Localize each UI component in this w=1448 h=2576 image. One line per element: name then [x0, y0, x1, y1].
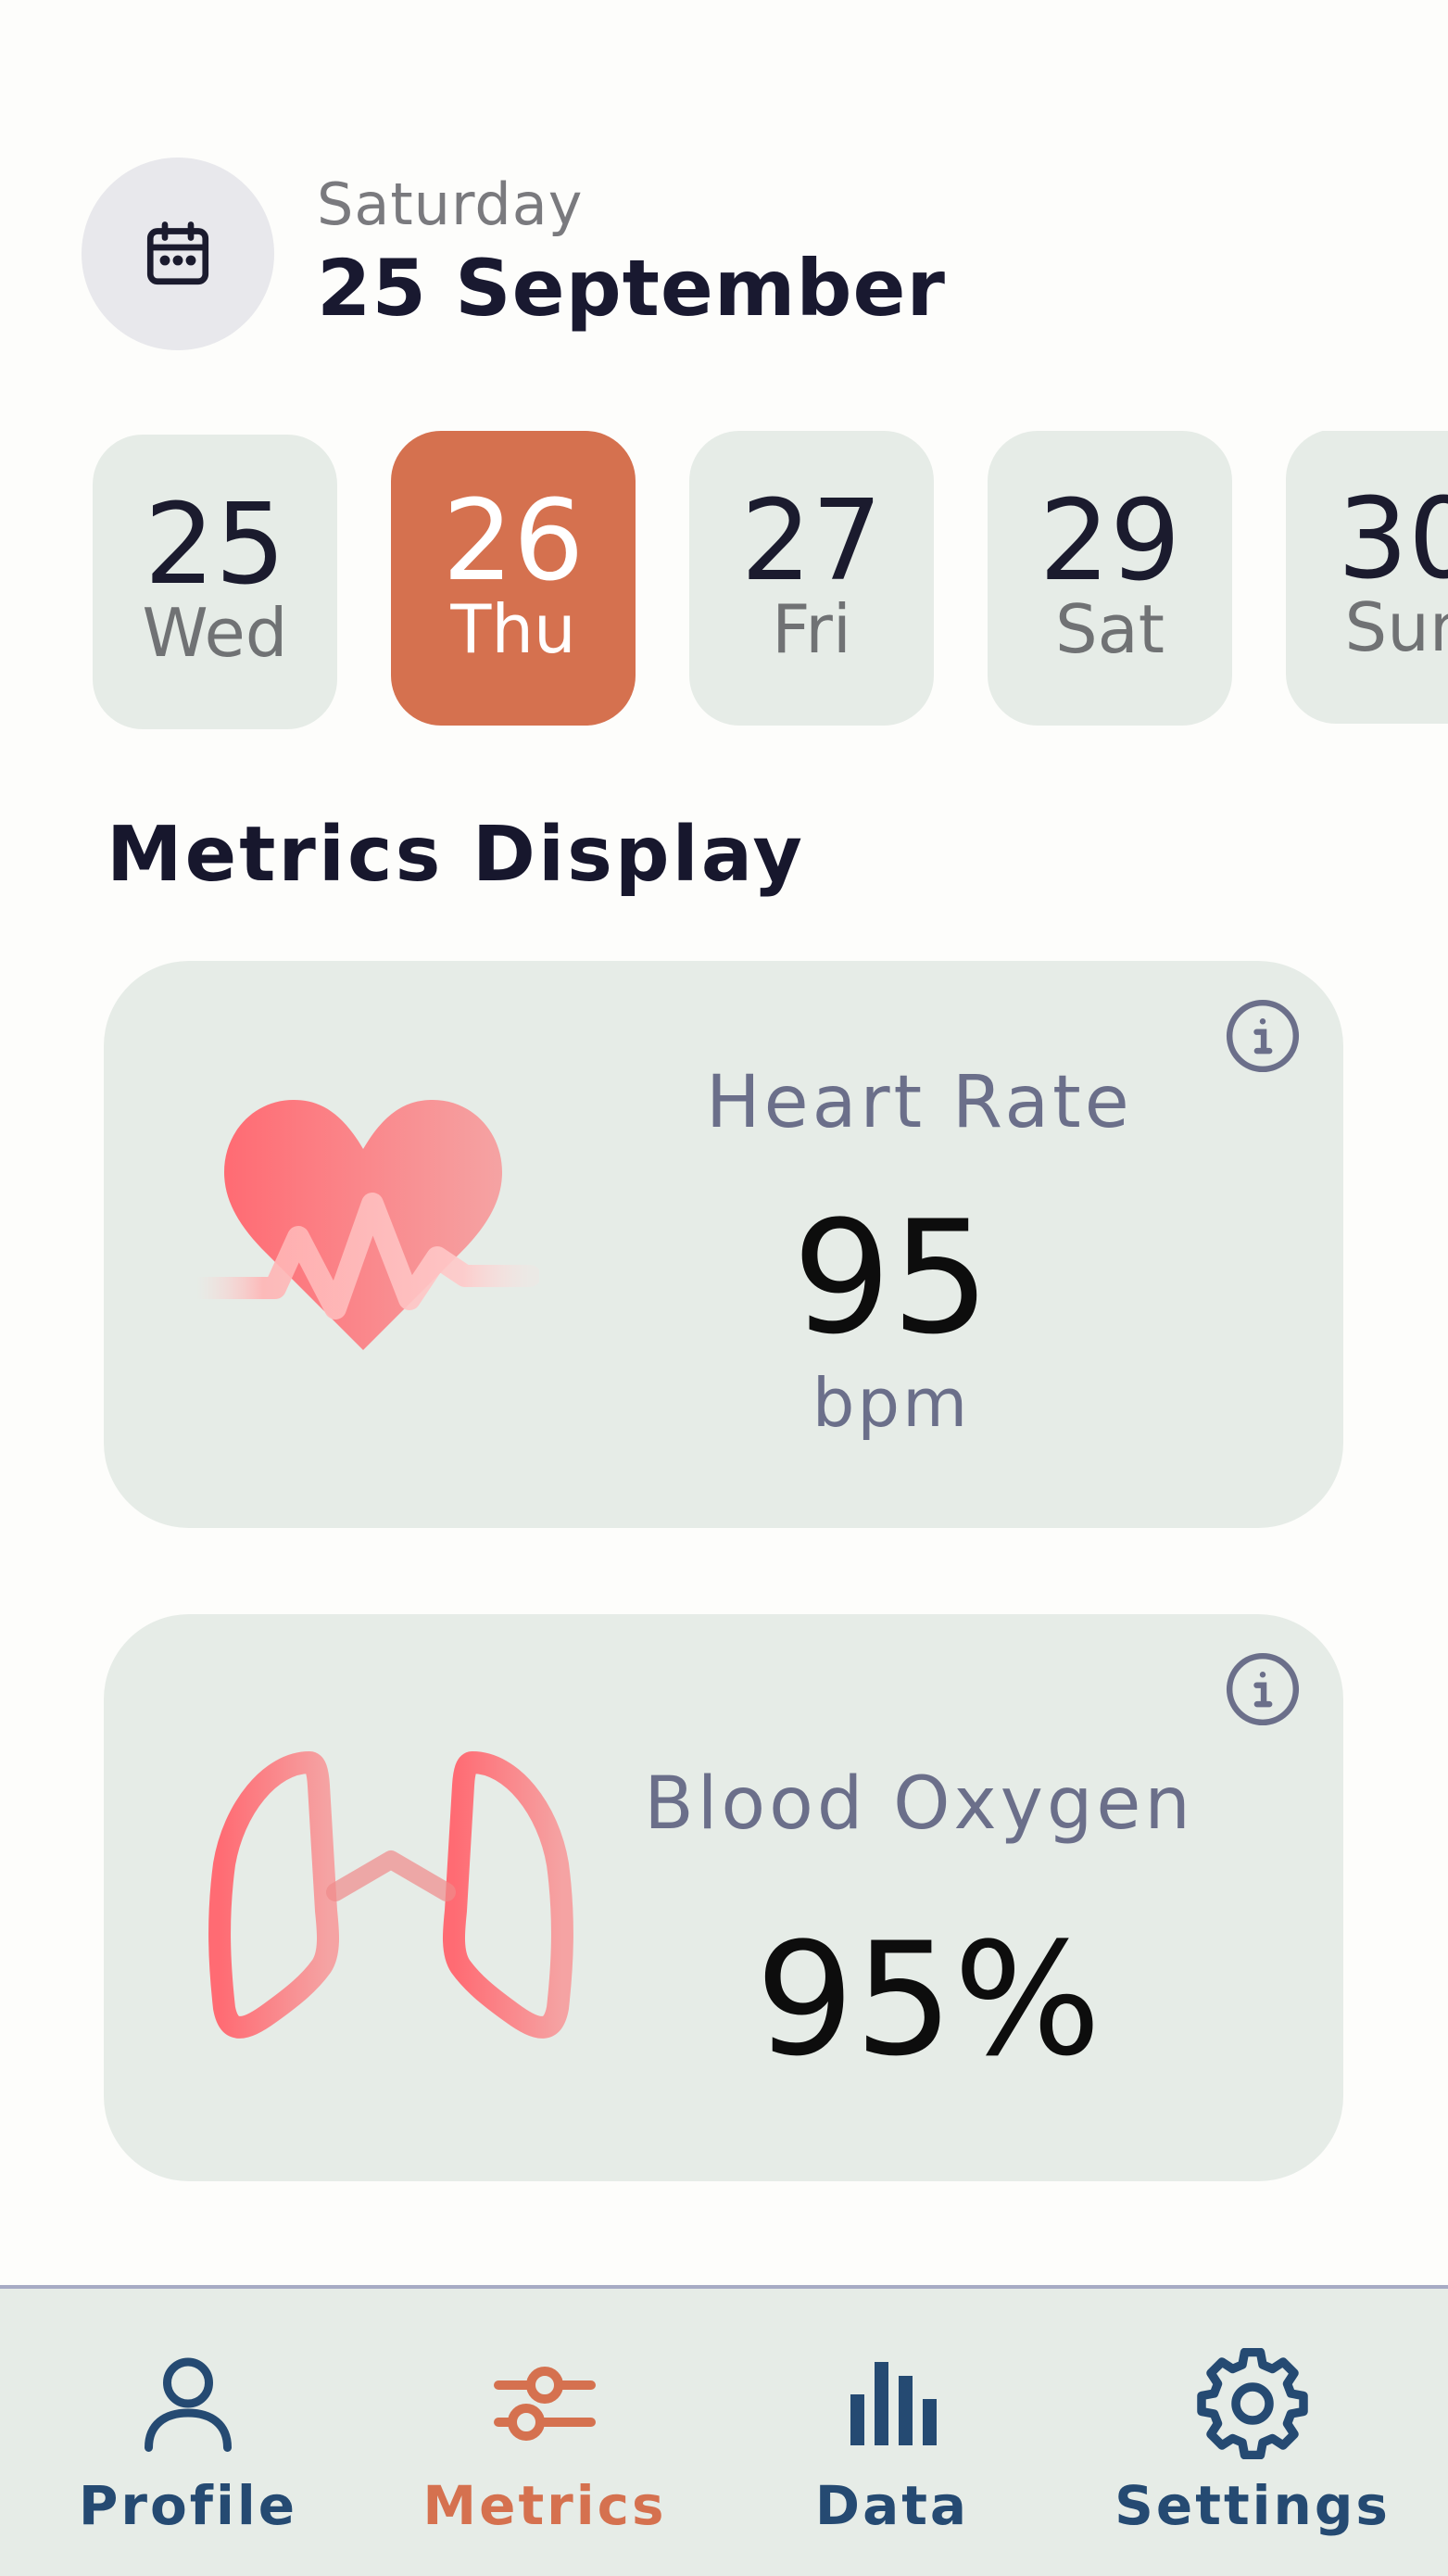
date-chip-weekday: Sun — [1344, 588, 1448, 666]
blood-oxygen-card[interactable]: Blood Oxygen 95% — [104, 1614, 1343, 2181]
date-chip-weekday: Thu — [450, 590, 576, 668]
heart-pulse-icon — [187, 1100, 539, 1350]
date-header: Saturday 25 September — [82, 158, 1193, 352]
date-chip-number: 29 — [1039, 477, 1181, 606]
date-chip-number: 30 — [1337, 475, 1448, 604]
heart-rate-title: Heart Rate — [706, 1061, 1133, 1144]
nav-data[interactable]: Data — [711, 2289, 1073, 2576]
nav-label: Metrics — [422, 2474, 667, 2537]
heart-rate-unit: bpm — [812, 1364, 971, 1442]
date-chip-27[interactable]: 27 Fri — [689, 431, 934, 726]
date-chip-26[interactable]: 26 Thu — [391, 431, 636, 726]
info-icon[interactable] — [1223, 1649, 1303, 1729]
nav-profile[interactable]: Profile — [7, 2289, 369, 2576]
date-chip-number: 26 — [442, 477, 585, 606]
gear-icon — [1197, 2348, 1308, 2459]
date-chip-weekday: Wed — [142, 594, 288, 672]
date-chip-29[interactable]: 29 Sat — [988, 431, 1232, 726]
nav-settings[interactable]: Settings — [1072, 2289, 1433, 2576]
nav-metrics[interactable]: Metrics — [364, 2289, 725, 2576]
date-selector: 25 Wed 26 Thu 27 Fri 29 Sat 30 Sun — [93, 431, 1448, 737]
lungs-icon — [208, 1724, 573, 2039]
user-icon — [145, 2357, 232, 2452]
nav-label: Settings — [1114, 2474, 1391, 2537]
date-label: 25 September — [317, 243, 946, 334]
info-icon[interactable] — [1223, 996, 1303, 1076]
bottom-navigation: Profile Metrics Data Settings — [0, 2285, 1448, 2576]
weekday-label: Saturday — [317, 170, 584, 238]
date-chip-weekday: Sat — [1054, 590, 1165, 668]
heart-rate-value: 95 — [792, 1187, 990, 1369]
date-chip-30[interactable]: 30 Sun — [1286, 431, 1448, 724]
calendar-icon — [146, 221, 209, 285]
blood-oxygen-value: 95% — [755, 1909, 1102, 2090]
date-chip-number: 25 — [144, 481, 286, 610]
calendar-button[interactable] — [82, 158, 274, 350]
sliders-icon — [494, 2367, 596, 2441]
nav-label: Profile — [78, 2474, 298, 2537]
bar-chart-icon — [850, 2362, 937, 2445]
date-chip-25[interactable]: 25 Wed — [93, 435, 337, 729]
nav-label: Data — [814, 2474, 970, 2537]
blood-oxygen-title: Blood Oxygen — [644, 1762, 1194, 1846]
heart-rate-card[interactable]: Heart Rate 95 bpm — [104, 961, 1343, 1528]
section-title: Metrics Display — [107, 811, 805, 899]
date-chip-weekday: Fri — [772, 590, 851, 668]
date-chip-number: 27 — [740, 477, 883, 606]
